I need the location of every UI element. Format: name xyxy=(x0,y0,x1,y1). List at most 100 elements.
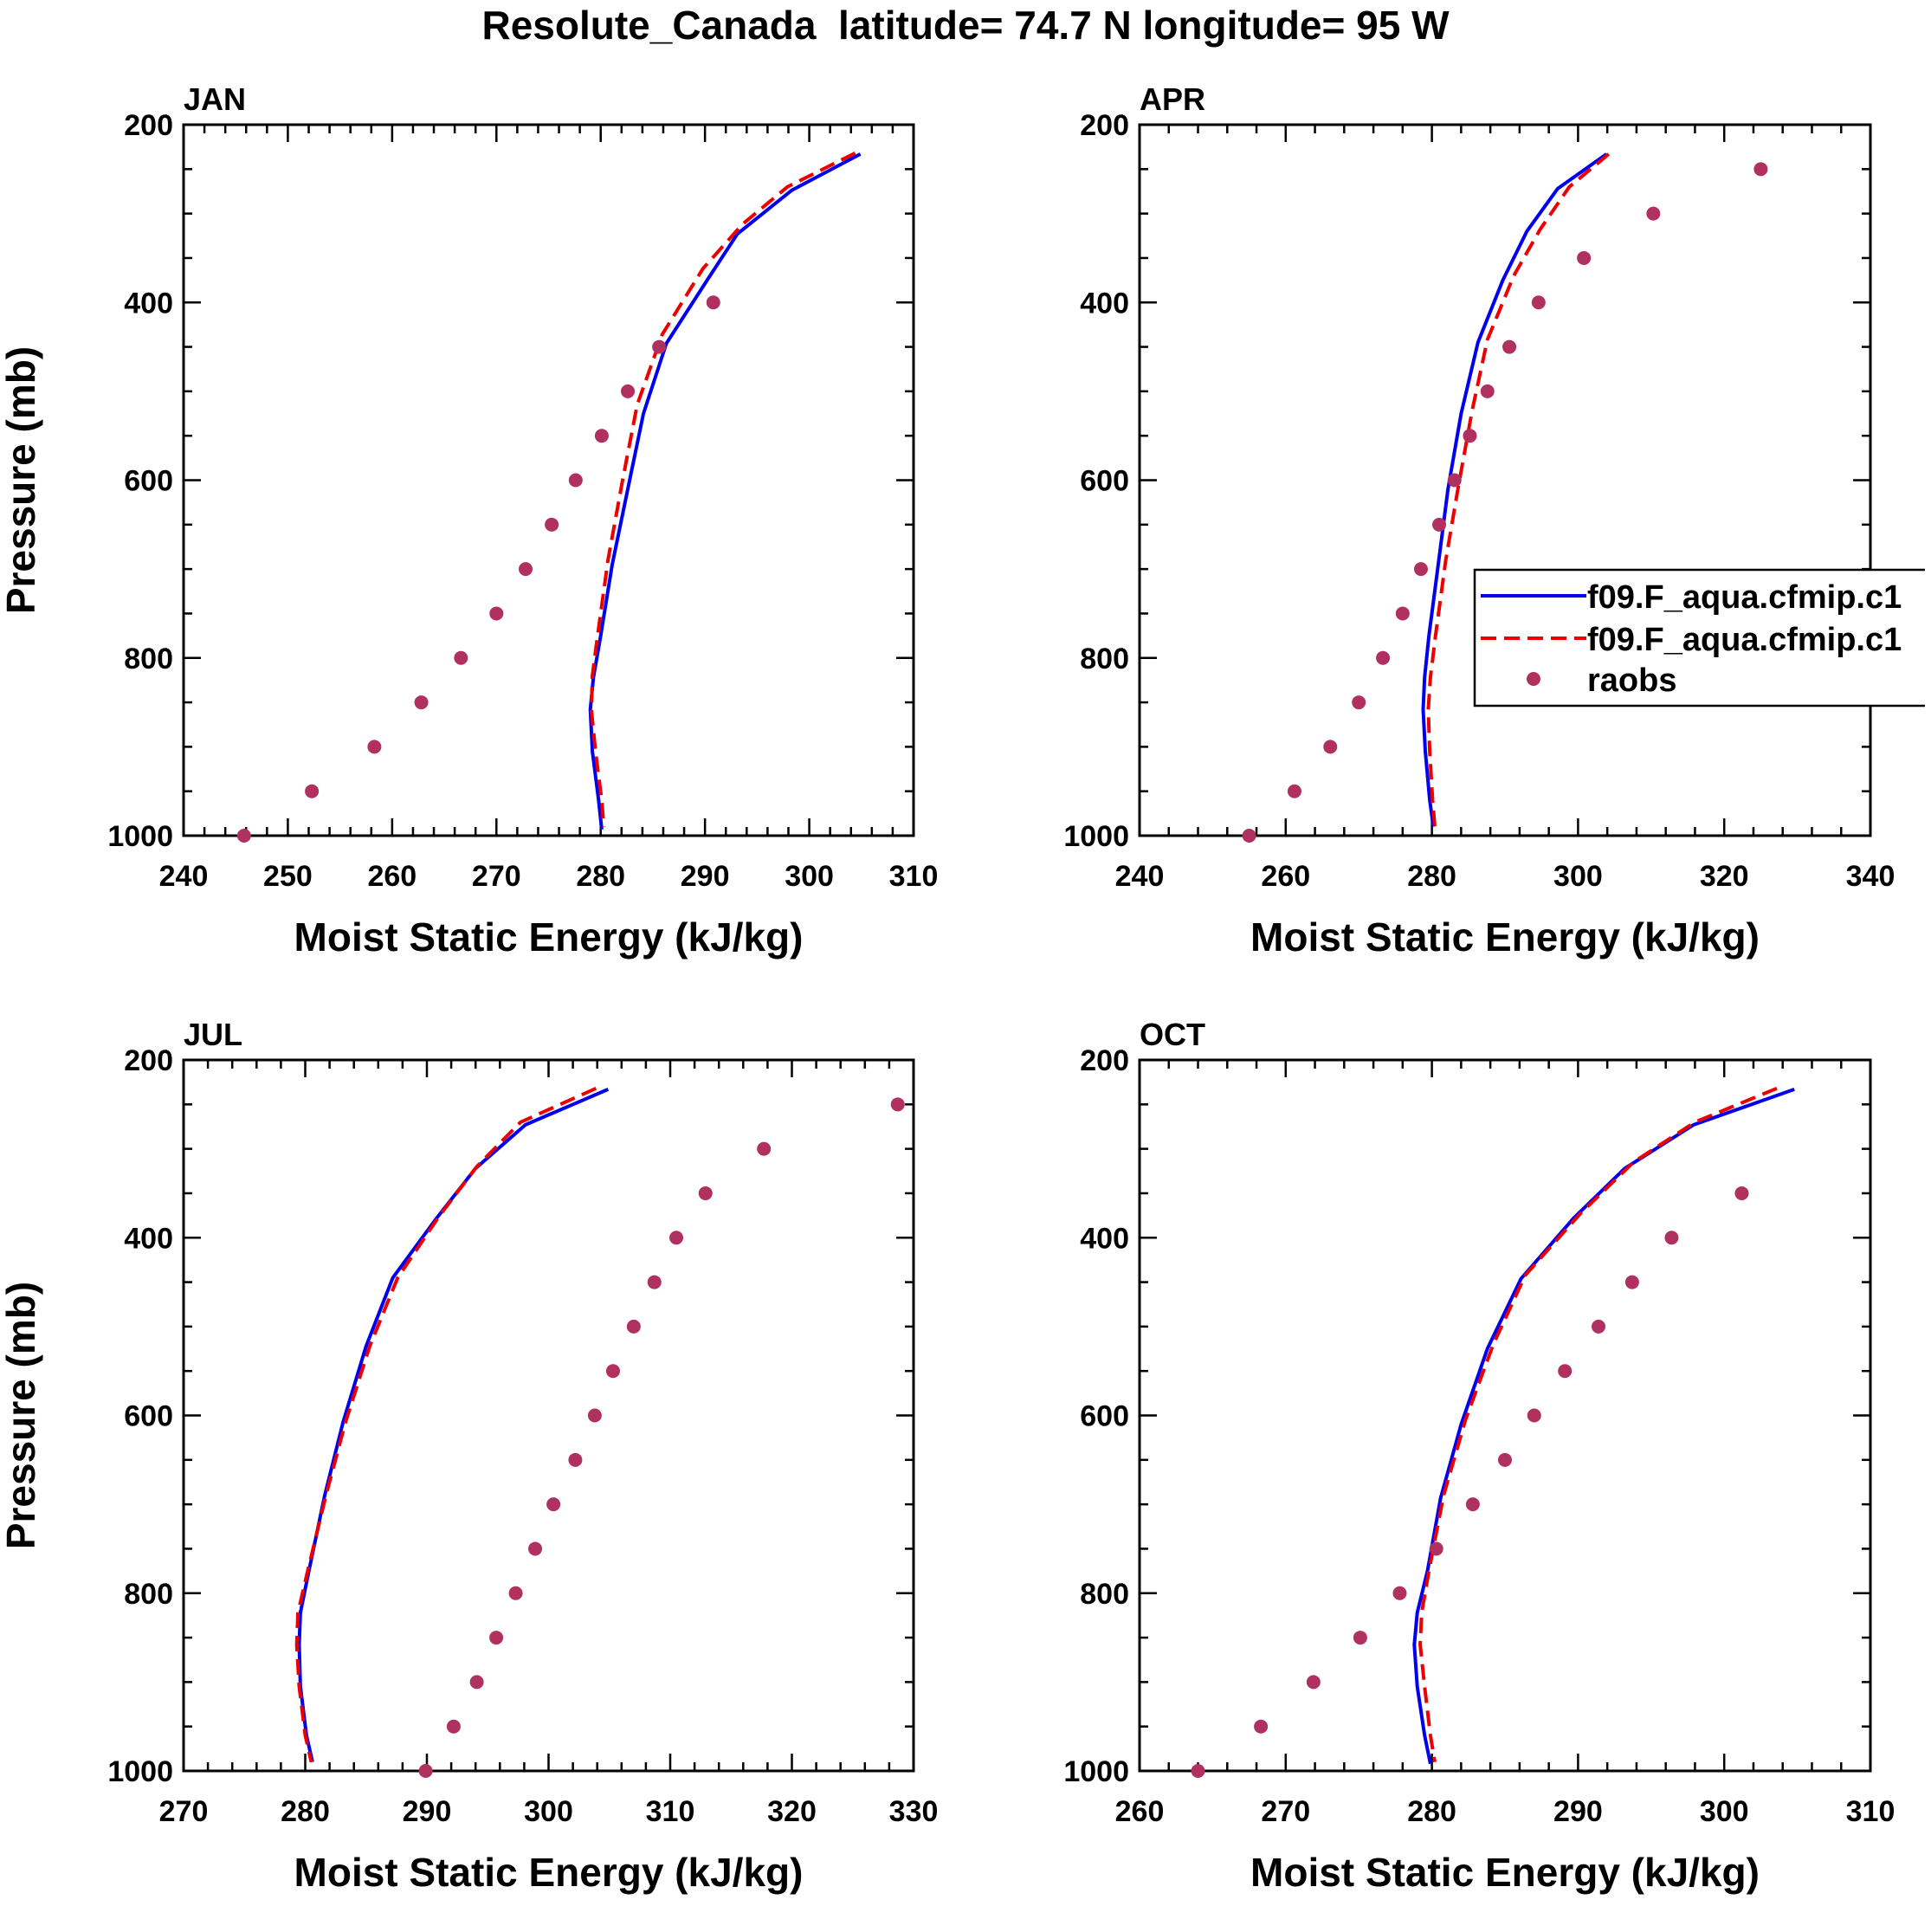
raobs-point xyxy=(414,695,429,710)
raobs-point xyxy=(1624,1275,1639,1289)
plot-frame xyxy=(182,123,915,837)
y-tick-label: 1000 xyxy=(1063,1755,1129,1788)
model-1-line xyxy=(297,1088,610,1763)
y-tick-label: 800 xyxy=(1080,643,1129,675)
raobs-point xyxy=(568,473,583,488)
raobs-point xyxy=(545,517,559,532)
raobs-point xyxy=(1376,650,1391,665)
raobs-point xyxy=(1577,250,1592,265)
raobs-point xyxy=(1480,384,1495,398)
raobs-point xyxy=(706,295,720,310)
raobs-point xyxy=(508,1586,523,1600)
y-tick-label: 400 xyxy=(1080,1222,1129,1255)
panel-jul: JUL 270 280 290 300 310 320 330 200 400 600 800 1000… xyxy=(0,1017,938,1895)
raobs-point xyxy=(1646,206,1661,221)
plot-frame xyxy=(1138,123,1872,837)
model-2-line xyxy=(589,152,856,827)
panel-title: JUL xyxy=(184,1017,242,1052)
raobs-point xyxy=(489,606,504,621)
y-tick-label: 1000 xyxy=(107,820,173,853)
raobs-point xyxy=(367,740,382,754)
x-tick-label: 280 xyxy=(281,1795,330,1828)
x-tick-label: 300 xyxy=(785,860,834,893)
x-tick-label: 270 xyxy=(1261,1795,1310,1828)
raobs-point xyxy=(305,784,320,798)
y-tick-label: 600 xyxy=(1080,1400,1129,1433)
raobs-point xyxy=(669,1231,684,1245)
x-tick-label: 300 xyxy=(1700,1795,1749,1828)
x-tick-label: 310 xyxy=(646,1795,695,1828)
obs-series xyxy=(236,295,720,843)
model-2-line xyxy=(1426,152,1611,827)
raobs-point xyxy=(621,384,636,398)
x-tick-label: 280 xyxy=(576,860,625,893)
raobs-point xyxy=(1502,339,1517,354)
model-2-line xyxy=(294,1086,597,1763)
y-tick-label: 1000 xyxy=(107,1755,173,1788)
raobs-point xyxy=(546,1497,561,1512)
raobs-point xyxy=(594,429,609,443)
x-tick-label: 300 xyxy=(1553,860,1603,893)
x-tick-label: 300 xyxy=(524,1795,573,1828)
raobs-point xyxy=(1432,517,1447,532)
plot-frame xyxy=(182,1058,915,1773)
y-tick-label: 400 xyxy=(124,1222,173,1255)
legend-box xyxy=(1473,568,1925,708)
x-tick-label: 240 xyxy=(159,860,209,893)
y-tick-label: 400 xyxy=(1080,287,1129,320)
panel-apr: APR 240 260 280 300 320 340 200 400 600 800 1000 Moi… xyxy=(1063,81,1925,960)
model-2-line xyxy=(1418,1086,1778,1763)
y-tick-label: 200 xyxy=(124,109,173,142)
y-tick-label: 600 xyxy=(124,465,173,498)
raobs-point xyxy=(587,1408,602,1423)
raobs-point xyxy=(1463,429,1477,443)
raobs-point xyxy=(446,1719,461,1734)
y-tick-label: 1000 xyxy=(1063,820,1129,853)
raobs-point xyxy=(1242,829,1256,843)
raobs-point xyxy=(1306,1675,1321,1690)
raobs-point xyxy=(528,1541,543,1556)
x-tick-label: 260 xyxy=(367,860,417,893)
raobs-point xyxy=(1527,1408,1541,1423)
x-axis-label: Moist Static Energy (kJ/kg) xyxy=(294,914,804,960)
raobs-point xyxy=(1287,784,1301,798)
y-axis-label: Pressure (mb) xyxy=(0,346,43,614)
raobs-point xyxy=(1753,162,1768,177)
plot-frame xyxy=(1138,1058,1872,1773)
raobs-point xyxy=(1323,740,1338,754)
model-1-line xyxy=(588,152,862,830)
x-tick-label: 250 xyxy=(263,860,313,893)
panel-title: OCT xyxy=(1140,1017,1205,1052)
raobs-point xyxy=(1498,1452,1512,1467)
x-tick-label: 340 xyxy=(1846,860,1895,893)
y-tick-label: 400 xyxy=(124,287,173,320)
x-tick-label: 310 xyxy=(889,860,939,893)
raobs-point xyxy=(1254,1719,1269,1734)
raobs-point xyxy=(698,1186,713,1200)
x-tick-label: 290 xyxy=(403,1795,452,1828)
raobs-point xyxy=(454,650,468,665)
raobs-point xyxy=(519,562,533,577)
y-tick-label: 800 xyxy=(124,643,173,675)
raobs-point xyxy=(1465,1497,1480,1512)
raobs-point xyxy=(1352,695,1366,710)
x-tick-label: 260 xyxy=(1261,860,1310,893)
x-axis-label: Moist Static Energy (kJ/kg) xyxy=(1250,914,1760,960)
model-1-line xyxy=(1412,1088,1795,1765)
obs-series xyxy=(1191,1186,1749,1778)
obs-series xyxy=(1242,162,1768,843)
panel-title: APR xyxy=(1140,81,1205,117)
y-tick-label: 600 xyxy=(1080,465,1129,498)
x-tick-label: 320 xyxy=(767,1795,817,1828)
figure-title: Resolute_Canada latitude= 74.7 N longitu… xyxy=(481,3,1450,48)
raobs-point xyxy=(1664,1231,1679,1245)
raobs-point xyxy=(757,1141,772,1156)
x-tick-label: 290 xyxy=(1553,1795,1603,1828)
raobs-point xyxy=(1413,562,1428,577)
raobs-point xyxy=(647,1275,662,1289)
legend-label-obs: raobs xyxy=(1587,662,1676,699)
raobs-point xyxy=(1429,1541,1443,1556)
raobs-point xyxy=(1592,1319,1606,1334)
x-tick-label: 280 xyxy=(1407,1795,1456,1828)
